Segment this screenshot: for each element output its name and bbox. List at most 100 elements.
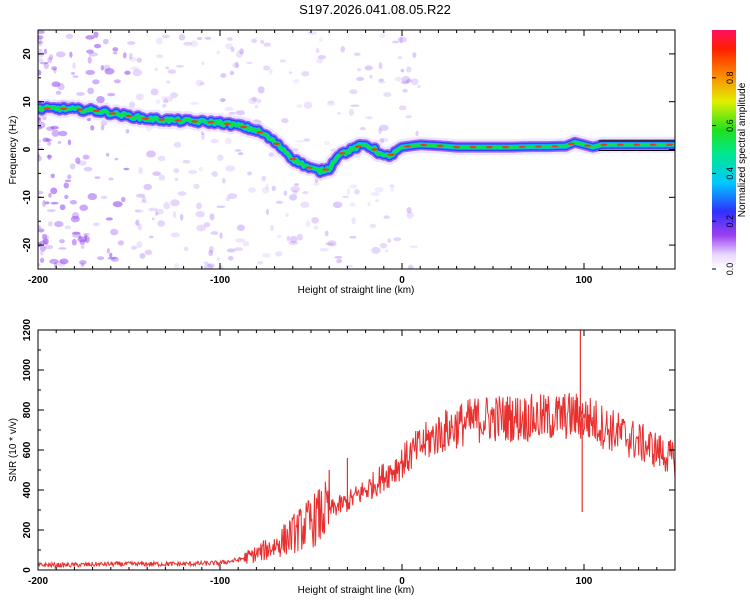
spectrogram-y-tick-label: -20 bbox=[22, 237, 33, 252]
spectrogram-x-label: Height of straight line (km) bbox=[298, 285, 415, 296]
noise-blob bbox=[129, 52, 133, 60]
noise-blob bbox=[155, 208, 165, 215]
noise-blob bbox=[348, 108, 354, 117]
noise-blob bbox=[69, 199, 78, 205]
noise-blob bbox=[152, 171, 161, 176]
noise-blob bbox=[219, 232, 223, 239]
ridge-core-mark bbox=[109, 112, 117, 115]
snr-x-tick-label: -200 bbox=[28, 576, 48, 587]
noise-blob bbox=[38, 121, 46, 129]
noise-blob bbox=[78, 235, 82, 240]
noise-blob bbox=[166, 80, 171, 84]
noise-blob bbox=[85, 35, 95, 40]
snr-y-tick-label: 400 bbox=[22, 481, 33, 498]
noise-blob bbox=[208, 245, 214, 254]
spectrogram-y-axis: -20 -10 0 10 20 bbox=[22, 29, 675, 270]
noise-blob bbox=[50, 125, 59, 130]
noise-blob bbox=[220, 98, 226, 103]
noise-blob bbox=[199, 82, 205, 85]
ridge-core-mark bbox=[616, 143, 624, 146]
noise-blob bbox=[324, 242, 335, 246]
ridge-core-mark bbox=[207, 121, 215, 124]
noise-blob bbox=[268, 68, 273, 75]
noise-blob bbox=[144, 249, 153, 255]
noise-blob bbox=[307, 31, 318, 35]
snr-x-tick-label: -100 bbox=[210, 576, 230, 587]
spectrogram-y-tick-label: 0 bbox=[22, 146, 33, 152]
ridge-core-mark bbox=[551, 145, 559, 148]
noise-blob bbox=[173, 262, 180, 269]
noise-blob bbox=[179, 213, 184, 221]
noise-blob bbox=[82, 154, 90, 160]
noise-blob bbox=[76, 92, 85, 96]
noise-blob bbox=[58, 247, 67, 250]
noise-blob bbox=[65, 33, 74, 39]
noise-blob bbox=[79, 238, 86, 246]
spectrogram-x-tick-label: -200 bbox=[28, 275, 48, 286]
noise-blob bbox=[311, 216, 319, 224]
noise-blob bbox=[227, 193, 238, 200]
noise-blob bbox=[44, 244, 54, 250]
noise-blob bbox=[378, 62, 383, 70]
snr-x-tick-label: 0 bbox=[399, 576, 405, 587]
noise-blob bbox=[345, 264, 354, 268]
ridge-core-mark bbox=[256, 131, 264, 134]
noise-blob bbox=[235, 238, 246, 243]
ridge-core-mark bbox=[371, 148, 379, 151]
noise-blob bbox=[38, 262, 41, 267]
noise-blob bbox=[88, 52, 99, 57]
noise-blob bbox=[170, 92, 178, 99]
noise-blob bbox=[107, 257, 117, 260]
noise-blob bbox=[288, 194, 298, 201]
noise-blob bbox=[57, 83, 65, 91]
noise-blob bbox=[174, 177, 179, 181]
noise-blob bbox=[405, 115, 412, 119]
noise-blob bbox=[158, 174, 166, 181]
noise-blob bbox=[80, 245, 85, 249]
noise-blob bbox=[182, 159, 191, 164]
noise-blob bbox=[198, 166, 204, 172]
noise-blob bbox=[71, 212, 80, 220]
noise-blob bbox=[55, 51, 66, 58]
noise-blob bbox=[236, 224, 245, 231]
noise-blob bbox=[380, 138, 385, 144]
snr-series bbox=[38, 330, 675, 570]
noise-blob bbox=[234, 247, 244, 252]
noise-blob bbox=[59, 258, 69, 265]
noise-blob bbox=[87, 87, 95, 95]
noise-blob bbox=[134, 209, 144, 213]
noise-blob bbox=[303, 101, 313, 109]
snr-y-axis: 0 200 400 600 800 1000 1200 bbox=[22, 318, 675, 573]
noise-blob bbox=[227, 255, 234, 261]
noise-blob bbox=[210, 171, 215, 176]
spectrogram-x-tick-label: 0 bbox=[399, 275, 405, 286]
noise-blob bbox=[406, 211, 414, 219]
noise-blob bbox=[114, 157, 119, 161]
noise-blob bbox=[134, 209, 141, 213]
noise-blob bbox=[112, 201, 123, 208]
noise-blob bbox=[87, 56, 92, 64]
noise-blob bbox=[387, 238, 392, 243]
noise-blob bbox=[110, 228, 119, 236]
noise-blob bbox=[326, 101, 336, 106]
noise-blob bbox=[399, 37, 403, 44]
noise-blob bbox=[39, 250, 44, 256]
noise-blob bbox=[50, 187, 58, 195]
noise-blob bbox=[107, 92, 116, 97]
noise-blob bbox=[246, 61, 253, 65]
noise-blob bbox=[234, 149, 242, 152]
noise-blob bbox=[342, 195, 349, 199]
noise-blob bbox=[365, 116, 373, 120]
colorbar-label: Normalized spectral amplitude bbox=[737, 82, 748, 217]
ridge-core-mark bbox=[453, 145, 461, 149]
noise-blob bbox=[135, 193, 146, 198]
noise-blob bbox=[318, 37, 323, 42]
ridge-core-mark bbox=[174, 119, 182, 122]
colorbar-tick-label: 0.4 bbox=[725, 167, 735, 180]
noise-blob bbox=[163, 99, 169, 104]
ridge-core-mark bbox=[289, 157, 297, 161]
noise-blob bbox=[285, 213, 289, 217]
noise-blob bbox=[296, 233, 303, 241]
